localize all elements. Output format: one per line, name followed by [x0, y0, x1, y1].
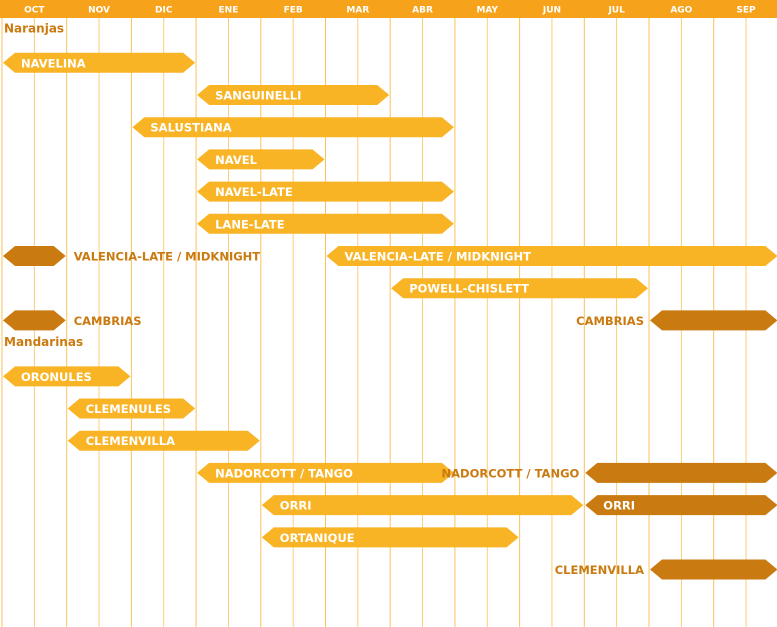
bar-segment [3, 246, 66, 267]
month-label-may: MAY [476, 6, 498, 16]
group-title-0: Naranjas [4, 22, 64, 36]
bar-segment [3, 310, 66, 331]
month-label-abr: ABR [412, 6, 433, 16]
bar-label: NADORCOTT / TANGO [442, 466, 580, 480]
bar-label: NADORCOTT / TANGO [215, 466, 353, 480]
bar-label: LANE-LATE [215, 217, 285, 231]
bar-segment [326, 246, 777, 267]
bar-label: CLEMENVILLA [555, 563, 644, 577]
bar-segment [197, 181, 454, 202]
bar-label: ORONULES [21, 370, 92, 384]
bar-segment [67, 398, 196, 419]
month-label-jun: JUN [542, 6, 561, 16]
bar-label: VALENCIA-LATE / MIDKNIGHT [345, 250, 532, 264]
bar-segment [261, 527, 519, 548]
month-label-ene: ENE [219, 6, 239, 16]
bar-segment [197, 462, 454, 483]
bar-label: ORRI [603, 499, 635, 513]
bar-segment [197, 85, 390, 106]
bar-label: SALUSTIANA [150, 121, 231, 135]
month-label-feb: FEB [284, 6, 303, 16]
bar-label: CLEMENVILLA [86, 434, 175, 448]
bar-label: ORRI [280, 499, 312, 513]
bar-segment [391, 278, 648, 299]
bar-segment [650, 310, 777, 331]
month-label-mar: MAR [346, 6, 369, 16]
bar-label: NAVELINA [21, 56, 86, 70]
bar-segment [67, 430, 260, 451]
bar-label: CAMBRIAS [74, 314, 142, 328]
month-label-dic: DIC [155, 6, 173, 16]
bar-segment [261, 495, 584, 516]
bar-segment [3, 366, 131, 387]
bar-segment [197, 149, 325, 170]
bar-segment [585, 462, 777, 483]
bar-label: ORTANIQUE [280, 531, 355, 545]
bar-segment [650, 559, 777, 580]
bar-label: POWELL-CHISLETT [409, 282, 529, 296]
bar-label: CLEMENULES [86, 402, 171, 416]
month-label-jul: JUL [607, 6, 625, 16]
bar-segment [585, 495, 777, 516]
bar-label: NAVEL-LATE [215, 185, 293, 199]
bar-label: NAVEL [215, 153, 258, 167]
bar-segment [132, 117, 454, 138]
bar-segment [197, 213, 454, 234]
bar-label: SANGUINELLI [215, 89, 301, 103]
bar-segment [3, 52, 196, 73]
month-label-sep: SEP [736, 6, 756, 16]
bar-label: CAMBRIAS [576, 314, 644, 328]
bar-label: VALENCIA-LATE / MIDKNIGHT [74, 250, 261, 264]
month-label-ago: AGO [670, 6, 692, 16]
month-header-band [0, 0, 777, 18]
month-label-nov: NOV [88, 6, 110, 16]
group-title-1: Mandarinas [4, 335, 83, 349]
month-label-oct: OCT [24, 6, 45, 16]
